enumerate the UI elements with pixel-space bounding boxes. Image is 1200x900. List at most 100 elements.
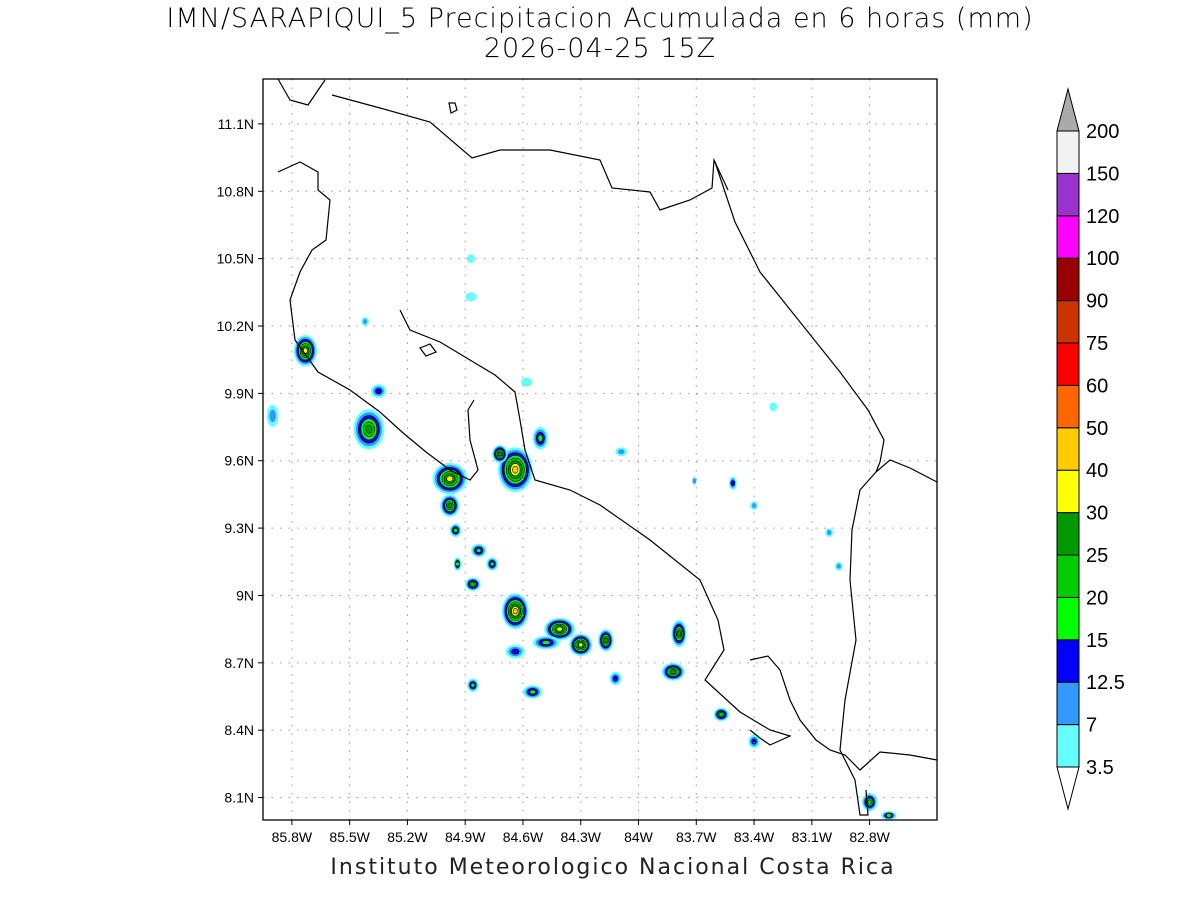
map-frame [262, 78, 938, 821]
precip-contour-30 [578, 642, 584, 648]
precip-contour-3.5 [769, 402, 778, 412]
y-tick-label: 8.4N [224, 722, 254, 738]
y-tick-label: 10.2N [217, 318, 254, 334]
colorbar-label: 15 [1086, 630, 1108, 652]
precip-contour-3.5 [521, 377, 533, 387]
precip-cell [467, 678, 479, 693]
x-tick-label: 84W [624, 829, 654, 845]
y-tick-label: 9.6N [224, 453, 254, 469]
colorbar-swatch-100 [1056, 215, 1080, 259]
precip-cell [353, 409, 385, 450]
precip-contour-25 [603, 637, 609, 643]
y-tick-label: 8.7N [224, 655, 254, 671]
colorbar-swatch-150 [1056, 130, 1080, 174]
colorbar-label: 150 [1086, 163, 1119, 185]
precip-cell [671, 620, 687, 648]
colorbar-label: 7 [1086, 715, 1097, 737]
precip-cell [492, 445, 508, 463]
colorbar-label: 200 [1086, 121, 1119, 143]
colorbar-label: 12.5 [1086, 672, 1125, 694]
precip-contour-12.5 [375, 388, 382, 395]
precip-contour-7 [692, 478, 697, 484]
precip-contour-12.5 [511, 648, 520, 655]
x-tick-label: 83.4W [734, 829, 775, 845]
y-tick-label: 10.5N [217, 251, 254, 267]
panama-border [839, 471, 877, 816]
grid-lines [263, 79, 937, 820]
precip-cell [881, 811, 897, 820]
precip-cell [609, 671, 622, 686]
precip-contour-3.5 [465, 292, 477, 302]
caribbean-coast [714, 161, 938, 483]
y-tick-label: 9.9N [224, 385, 254, 401]
precip-cell [729, 476, 737, 490]
colorbar-swatch-30 [1056, 469, 1080, 514]
precip-contour-20 [719, 712, 724, 717]
precip-contour-15 [476, 548, 482, 553]
precip-contour-7 [362, 318, 368, 325]
colorbar-label: 100 [1086, 248, 1119, 270]
precip-contour-15 [537, 434, 543, 442]
colorbar-swatch-25 [1056, 512, 1080, 556]
precip-cell [467, 254, 475, 264]
y-tick-label: 9.3N [224, 520, 254, 536]
precip-cell [825, 528, 834, 538]
precip-contour-15 [470, 682, 476, 688]
colorbar-swatch-60 [1056, 342, 1080, 386]
precip-cell [532, 635, 560, 650]
precip-contour-12.5 [612, 675, 618, 682]
precip-cell [497, 447, 533, 493]
y-tick-label: 11.1N [218, 116, 254, 132]
precip-cell [293, 334, 317, 367]
x-tick-label: 84.3W [561, 829, 602, 845]
precip-contour-15 [541, 640, 551, 645]
x-tick-label: 84.6W [503, 829, 544, 845]
precip-cell [440, 494, 460, 517]
precip-cell [692, 476, 697, 486]
precip-cell [750, 501, 758, 511]
precip-cell [615, 447, 627, 457]
colorbar-swatch-3.5 [1056, 724, 1080, 768]
x-tick-label: 82.8W [849, 829, 890, 845]
precip-contour-20 [470, 581, 476, 587]
colorbar-label: 3.5 [1086, 757, 1114, 779]
precip-contour-25 [670, 669, 676, 675]
precip-contour-25 [676, 630, 682, 637]
precip-contour-30 [446, 475, 454, 482]
y-tick-label: 8.1N [224, 790, 254, 806]
x-tick-label: 85.8W [272, 829, 313, 845]
precip-contour-7 [751, 503, 757, 509]
colorbar-label: 75 [1086, 333, 1108, 355]
precip-contour-25 [447, 503, 453, 509]
precip-cell [748, 734, 760, 749]
x-tick-label: 85.5W [329, 829, 370, 845]
nicoya-gulf [399, 309, 792, 746]
precip-contour-25 [497, 451, 503, 457]
osa-panama-coast [749, 655, 938, 771]
gulf-island [419, 343, 437, 357]
precip-contour-12.5 [751, 738, 757, 745]
nicaragua-lake-shore [331, 94, 729, 211]
colorbar-swatch-75 [1056, 300, 1080, 344]
colorbar-swatch-50 [1056, 384, 1080, 429]
colorbar-label: 50 [1086, 418, 1108, 440]
colorbar-over-arrow [1056, 87, 1080, 132]
colorbar-label: 30 [1086, 503, 1108, 525]
precip-cell [501, 593, 529, 630]
precip-cell [521, 377, 533, 387]
colorbar: 3.5 7 12.5 15 20 25 30 40 50 60 75 90 100 120 150 200 [1056, 87, 1125, 811]
colorbar-under-arrow [1056, 766, 1080, 811]
precip-contour-7 [617, 449, 625, 455]
colorbar-label: 90 [1086, 291, 1108, 313]
x-tick-label: 84.9W [445, 829, 486, 845]
precip-cell [465, 577, 481, 591]
precipitation-cells [266, 254, 897, 820]
precip-contour-3.5 [467, 254, 475, 264]
precip-contour-7 [836, 563, 841, 569]
precip-cell [505, 644, 525, 659]
precip-cell [598, 629, 614, 652]
precip-cell [449, 523, 462, 538]
precip-cell [370, 384, 387, 398]
colorbar-label: 25 [1086, 545, 1108, 567]
